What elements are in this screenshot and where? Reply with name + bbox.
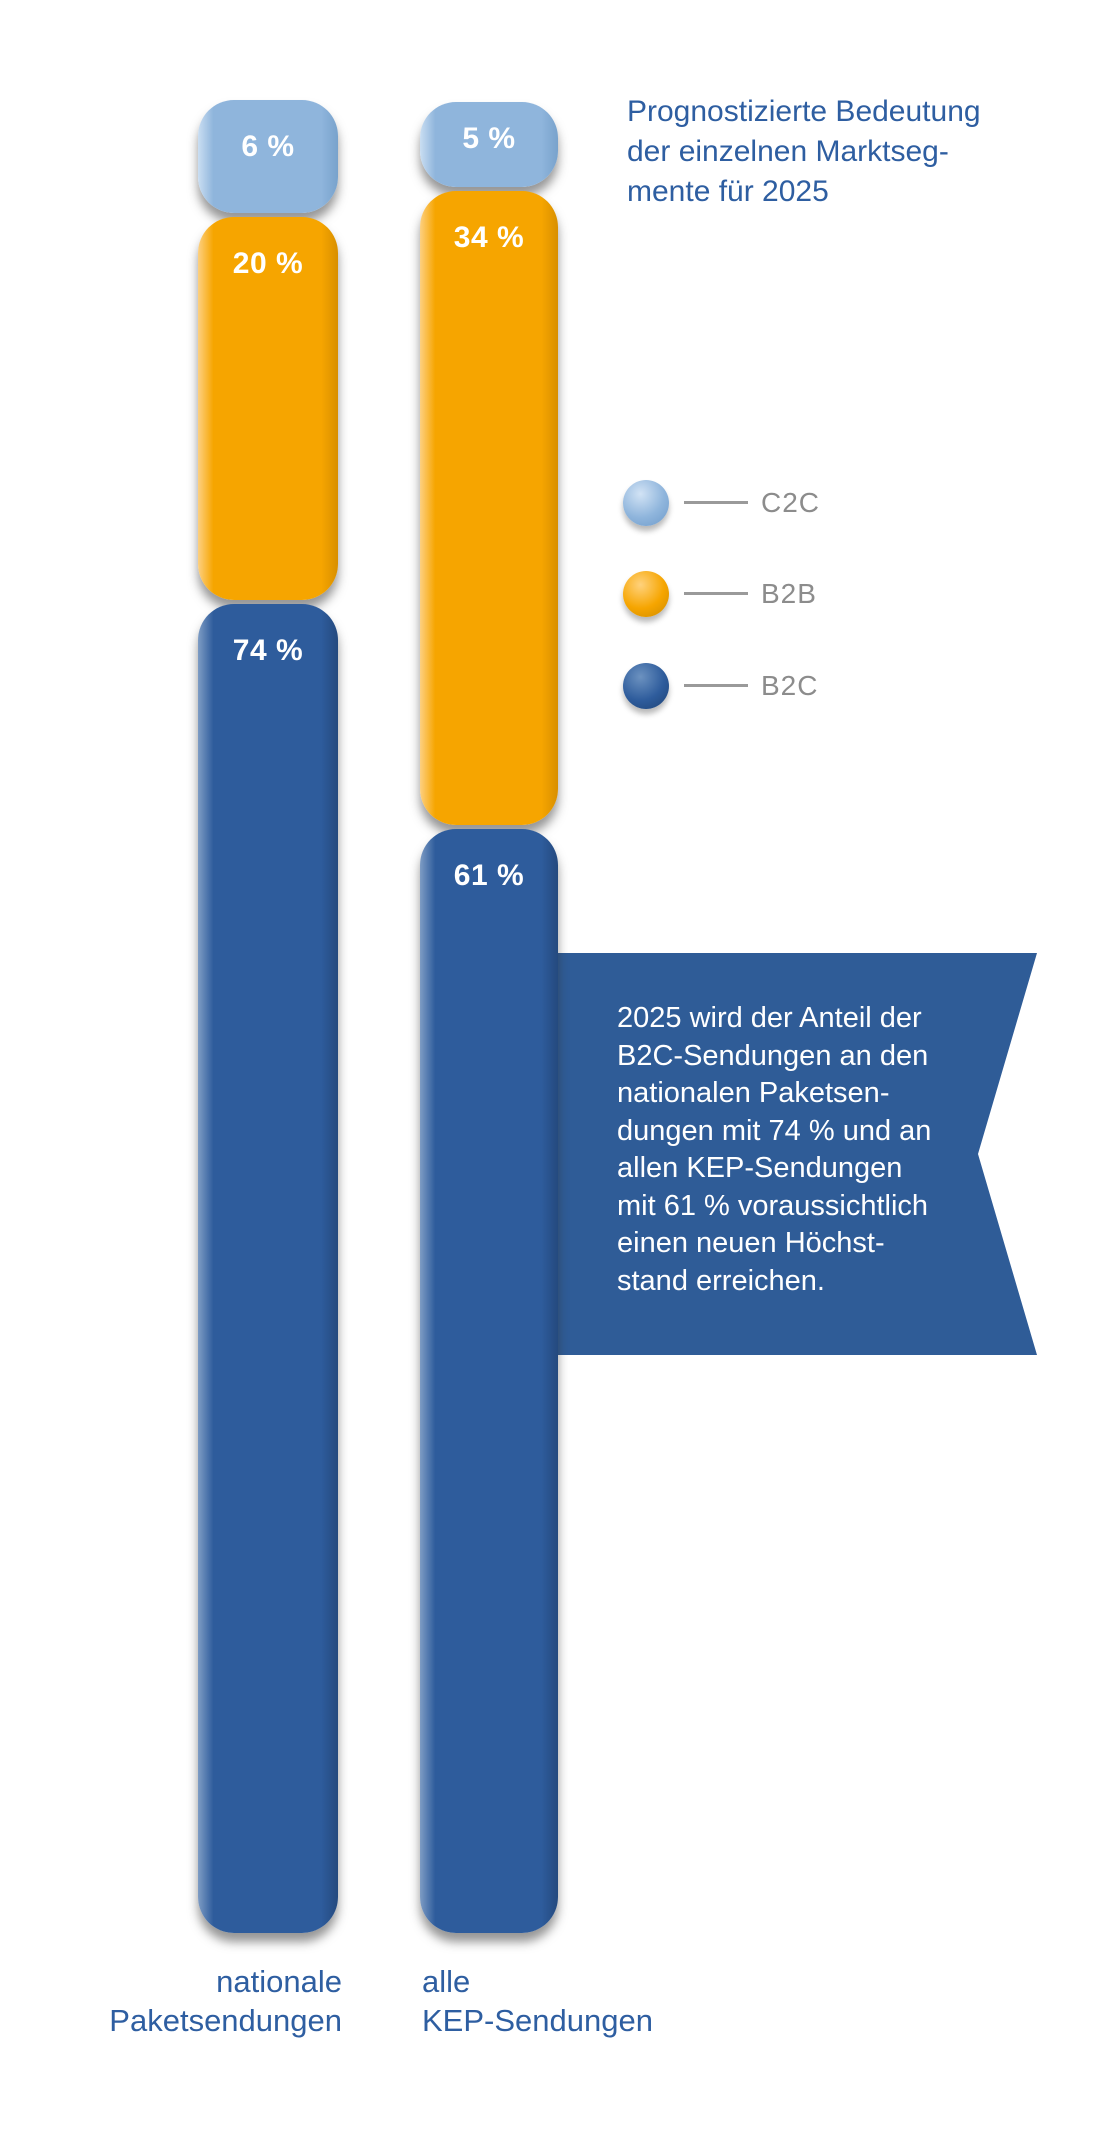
callout-text-line: einen neuen Höchst- <box>617 1227 885 1259</box>
legend-label-b2b: B2B <box>761 577 817 609</box>
bar-segment-b2c: 74 % <box>198 604 338 1933</box>
callout-text-line: nationalen Paketsen- <box>617 1077 890 1109</box>
bar-segment-c2c: 5 % <box>420 102 558 187</box>
callout-text: 2025 wird der Anteil der B2C-Sendungen an… <box>617 1000 931 1300</box>
chart-title-line-3: mente für 2025 <box>627 175 829 208</box>
legend-connector-line <box>684 592 748 595</box>
category-label-line: alle <box>422 1964 471 1999</box>
bar-segment-b2b: 20 % <box>198 217 338 600</box>
legend-item-c2c: C2C <box>623 479 820 526</box>
bar-nationale-paketsendungen: 6 % 20 % 74 % <box>198 0 338 1933</box>
callout-text-line: mit 61 % voraussichtlich <box>617 1189 929 1222</box>
bar-alle-kep-sendungen: 5 % 34 % 61 % <box>420 0 558 1933</box>
callout-text-line: 2025 wird der Anteil der <box>617 1002 922 1034</box>
segment-value-label: 20 % <box>232 247 304 280</box>
legend-item-b2b: B2B <box>623 570 817 617</box>
b2b-color-dot-icon <box>623 570 669 617</box>
bar-segment-c2c: 6 % <box>198 100 338 213</box>
segment-value-label: 6 % <box>241 130 295 163</box>
segment-value-label: 74 % <box>232 634 304 667</box>
bar-segment-b2c: 61 % <box>420 829 558 1933</box>
callout-banner: 2025 wird der Anteil der B2C-Sendungen an… <box>500 953 1037 1355</box>
legend-item-b2c: B2C <box>623 662 818 709</box>
chart-title-line-1: Prognostizierte Bedeutung <box>627 95 981 128</box>
segment-value-label: 5 % <box>462 122 516 155</box>
callout-text-line: dungen mit 74 % und an <box>617 1114 932 1147</box>
legend-connector-line <box>684 501 748 504</box>
segment-value-label: 61 % <box>453 859 525 892</box>
chart-title-line-2: der einzelnen Marktseg- <box>627 135 949 168</box>
category-label-alle-kep-sendungen: alle KEP-Sendungen <box>422 1962 722 2040</box>
bar-segment-b2b: 34 % <box>420 191 558 825</box>
category-label-nationale-paketsendungen: nationale Paketsendungen <box>62 1962 342 2040</box>
callout-text-line: B2C-Sendungen an den <box>617 1039 929 1072</box>
category-label-line: KEP-Sendungen <box>422 2003 653 2038</box>
callout-text-line: allen KEP-Sendungen <box>617 1152 903 1184</box>
segment-value-label: 34 % <box>453 221 525 254</box>
chart-title: Prognostizierte Bedeutung der einzelnen … <box>627 92 981 212</box>
category-label-line: Paketsendungen <box>109 2003 342 2038</box>
legend-label-c2c: C2C <box>761 486 821 518</box>
b2c-color-dot-icon <box>623 662 669 709</box>
category-label-line: nationale <box>216 1964 342 1999</box>
c2c-color-dot-icon <box>623 479 669 526</box>
callout-text-line: stand erreichen. <box>617 1264 825 1297</box>
legend-label-b2c: B2C <box>761 669 819 701</box>
legend-connector-line <box>684 684 748 687</box>
